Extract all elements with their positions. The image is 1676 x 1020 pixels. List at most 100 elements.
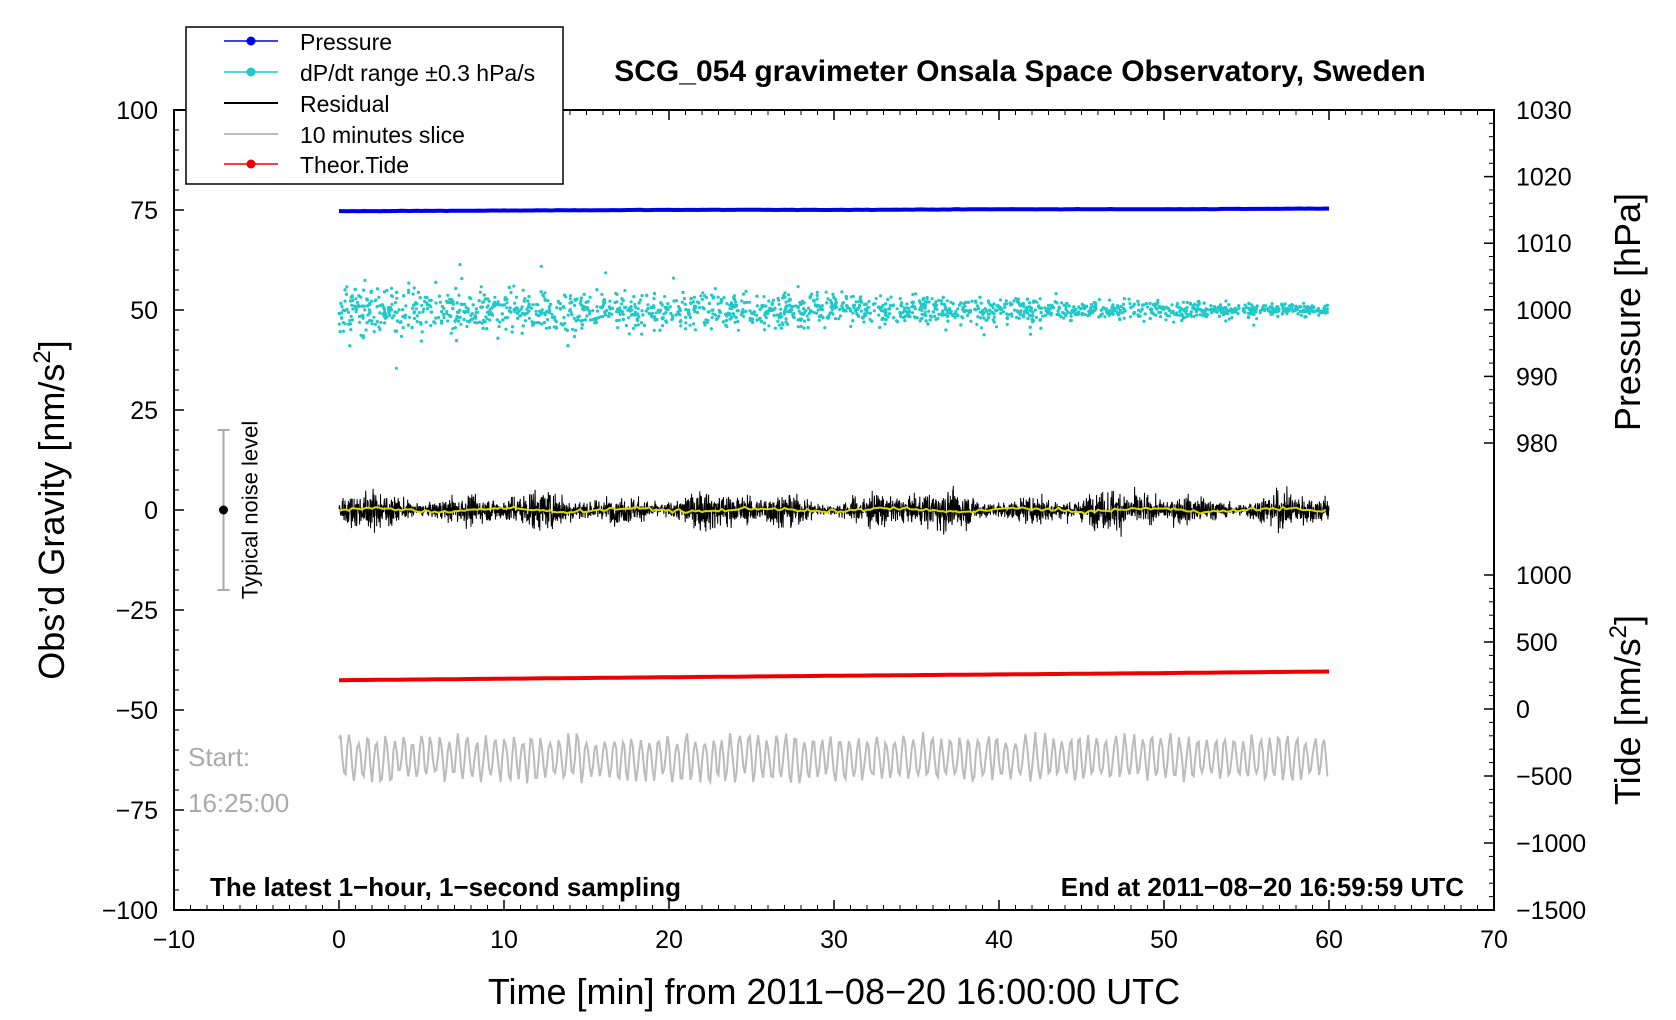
dpdt-point <box>765 309 769 313</box>
dpdt-point <box>621 299 625 303</box>
dpdt-point <box>694 305 698 309</box>
dpdt-point <box>925 295 929 300</box>
dpdt-point <box>994 325 999 329</box>
dpdt-point <box>368 310 372 314</box>
dpdt-point <box>678 307 682 311</box>
dpdt-point <box>1317 313 1321 317</box>
dpdt-point <box>728 307 732 311</box>
dpdt-point <box>994 309 998 313</box>
dpdt-point <box>361 316 365 320</box>
dpdt-point <box>591 318 595 322</box>
dpdt-point <box>1263 308 1267 313</box>
dpdt-point <box>788 308 792 312</box>
dpdt-point <box>696 300 700 304</box>
dpdt-point <box>455 301 459 305</box>
dpdt-point <box>684 321 688 325</box>
dpdt-point <box>636 323 641 327</box>
start-time: 16:25:00 <box>188 788 289 818</box>
dpdt-point <box>707 301 712 305</box>
dpdt-point <box>607 314 611 319</box>
tide-series <box>338 669 1330 683</box>
dpdt-point <box>925 300 929 304</box>
dpdt-point <box>1231 310 1235 314</box>
dpdt-point <box>1041 314 1045 318</box>
dpdt-point <box>725 302 729 306</box>
dpdt-point <box>395 296 399 300</box>
dpdt-point <box>768 308 772 312</box>
legend-item-slice: 10 minutes slice <box>224 122 465 148</box>
dpdt-point <box>710 308 714 312</box>
dpdt-point <box>633 302 637 306</box>
dpdt-point <box>632 295 636 299</box>
dpdt-point <box>529 306 534 310</box>
dpdt-point <box>349 314 353 318</box>
dpdt-point <box>671 316 675 320</box>
dpdt-point <box>838 307 842 312</box>
dpdt-point <box>402 294 406 298</box>
dpdt-point <box>815 297 819 301</box>
dpdt-point <box>355 300 360 304</box>
dpdt-point <box>758 316 762 320</box>
dpdt-point <box>733 297 737 301</box>
dpdt-point <box>1017 297 1021 301</box>
dpdt-point <box>425 303 430 307</box>
dpdt-point <box>412 311 416 315</box>
dpdt-point <box>1028 301 1032 305</box>
dpdt-point <box>1172 312 1177 316</box>
dpdt-point <box>849 324 853 329</box>
dpdt-point <box>447 313 452 317</box>
dpdt-point <box>572 334 577 339</box>
dpdt-point <box>1019 311 1023 315</box>
dpdt-point <box>712 295 716 299</box>
dpdt-point <box>913 315 918 319</box>
dpdt-point <box>642 323 647 327</box>
dpdt-point <box>513 301 517 305</box>
dpdt-point <box>919 306 923 310</box>
dpdt-point <box>805 314 809 318</box>
dpdt-point <box>1258 311 1262 315</box>
dpdt-point <box>343 299 347 303</box>
dpdt-point <box>1244 305 1249 310</box>
dpdt-point <box>991 306 995 310</box>
dpdt-point <box>1137 302 1141 307</box>
dpdt-point <box>928 314 933 318</box>
dpdt-point <box>978 295 982 299</box>
dpdt-point <box>441 312 446 317</box>
dpdt-point <box>945 299 949 303</box>
y-axis-label-pressure: Pressure [hPa] <box>1607 193 1648 431</box>
dpdt-point <box>1038 297 1042 301</box>
dpdt-point <box>1161 307 1165 311</box>
dpdt-point <box>1128 315 1133 319</box>
dpdt-point <box>1318 311 1322 315</box>
dpdt-point <box>911 300 915 304</box>
dpdt-point <box>741 292 746 296</box>
dpdt-point <box>482 300 486 304</box>
x-tick-label: 50 <box>1150 926 1178 954</box>
pressure-tick-label: 1020 <box>1516 164 1572 192</box>
dpdt-point <box>1232 308 1236 312</box>
dpdt-point <box>1045 307 1049 311</box>
dpdt-point <box>799 324 803 328</box>
dpdt-point <box>886 315 890 319</box>
dpdt-point <box>919 317 923 321</box>
dpdt-point <box>812 298 816 302</box>
dpdt-point <box>662 312 666 316</box>
dpdt-point <box>868 311 873 315</box>
dpdt-point <box>1039 326 1043 330</box>
end-time-note: End at 2011−08−20 16:59:59 UTC <box>1061 872 1464 902</box>
dpdt-point <box>797 309 801 313</box>
y-tick-label: −50 <box>116 697 158 725</box>
dpdt-point <box>982 316 986 320</box>
dpdt-point <box>1281 306 1285 310</box>
dpdt-point <box>702 307 706 311</box>
dpdt-point <box>1194 309 1199 314</box>
dpdt-point <box>802 307 806 311</box>
dpdt-point <box>390 316 394 320</box>
dpdt-point <box>429 310 433 314</box>
dpdt-point <box>603 310 607 315</box>
dpdt-point <box>1185 300 1189 304</box>
dpdt-point <box>1198 313 1202 317</box>
dpdt-point <box>1224 319 1228 323</box>
dpdt-point <box>825 301 829 305</box>
dpdt-point <box>465 324 469 329</box>
